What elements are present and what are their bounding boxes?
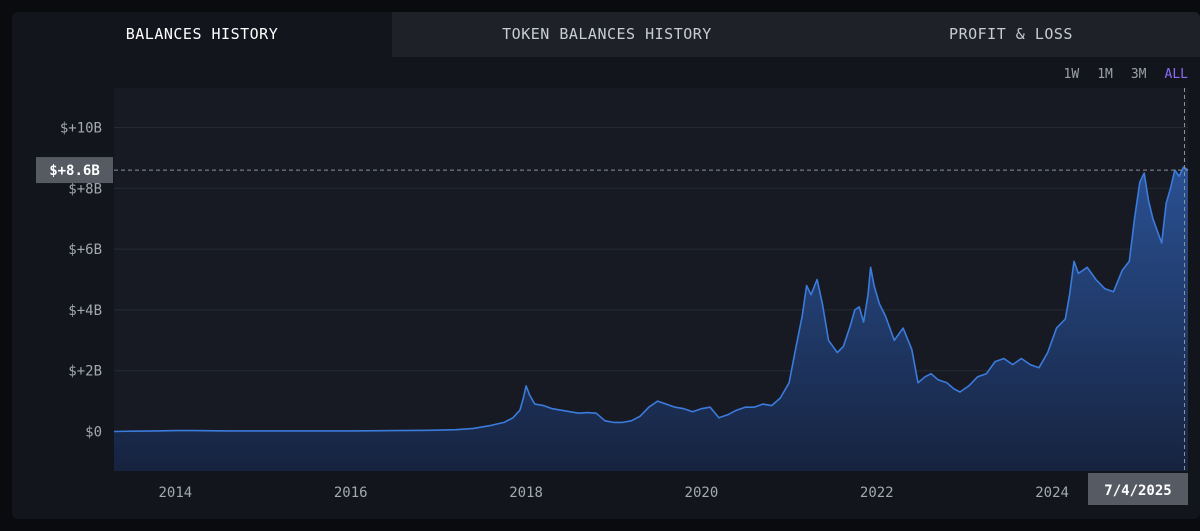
range-1w-button[interactable]: 1W [1063,67,1080,82]
x-tick-label: 2014 [159,485,193,501]
x-tick-label: 2022 [860,485,894,501]
tab-token-balances-history[interactable]: TOKEN BALANCES HISTORY [392,12,822,57]
crosshair-value-label: $+8.6B [49,163,100,179]
y-tick-label: $+6B [68,242,102,258]
balances-panel: BALANCES HISTORY TOKEN BALANCES HISTORY … [12,12,1200,519]
x-tick-label: 2016 [334,485,368,501]
balance-chart[interactable]: $0 $+2B $+4B $+6B $+8B $+10B 2014 2016 2018 2020 2… [12,12,1200,519]
y-tick-label: $+2B [68,364,102,380]
balance-area [114,167,1188,471]
x-tick-label: 2018 [509,485,543,501]
range-all-button[interactable]: ALL [1164,67,1188,82]
tab-profit-and-loss[interactable]: PROFIT & LOSS [822,12,1200,57]
range-1m-button[interactable]: 1M [1097,67,1113,82]
crosshair-date-tag [1088,473,1188,505]
y-tick-label: $0 [85,424,102,440]
range-selector: 1W 1M 3M ALL [1064,67,1188,82]
crosshair-date-label: 7/4/2025 [1104,483,1171,499]
y-tick-label: $+10B [60,121,102,137]
x-tick-label: 2020 [685,485,719,501]
y-tick-label: $+8B [68,181,102,197]
balance-line [113,166,1189,433]
crosshair-value-tag [36,157,113,184]
x-tick-label: 2024 [1035,485,1069,501]
tab-bar: BALANCES HISTORY TOKEN BALANCES HISTORY … [12,12,1200,57]
range-3m-button[interactable]: 3M [1130,67,1147,82]
tab-balances-history[interactable]: BALANCES HISTORY [12,12,392,57]
y-tick-label: $+4B [68,303,102,319]
